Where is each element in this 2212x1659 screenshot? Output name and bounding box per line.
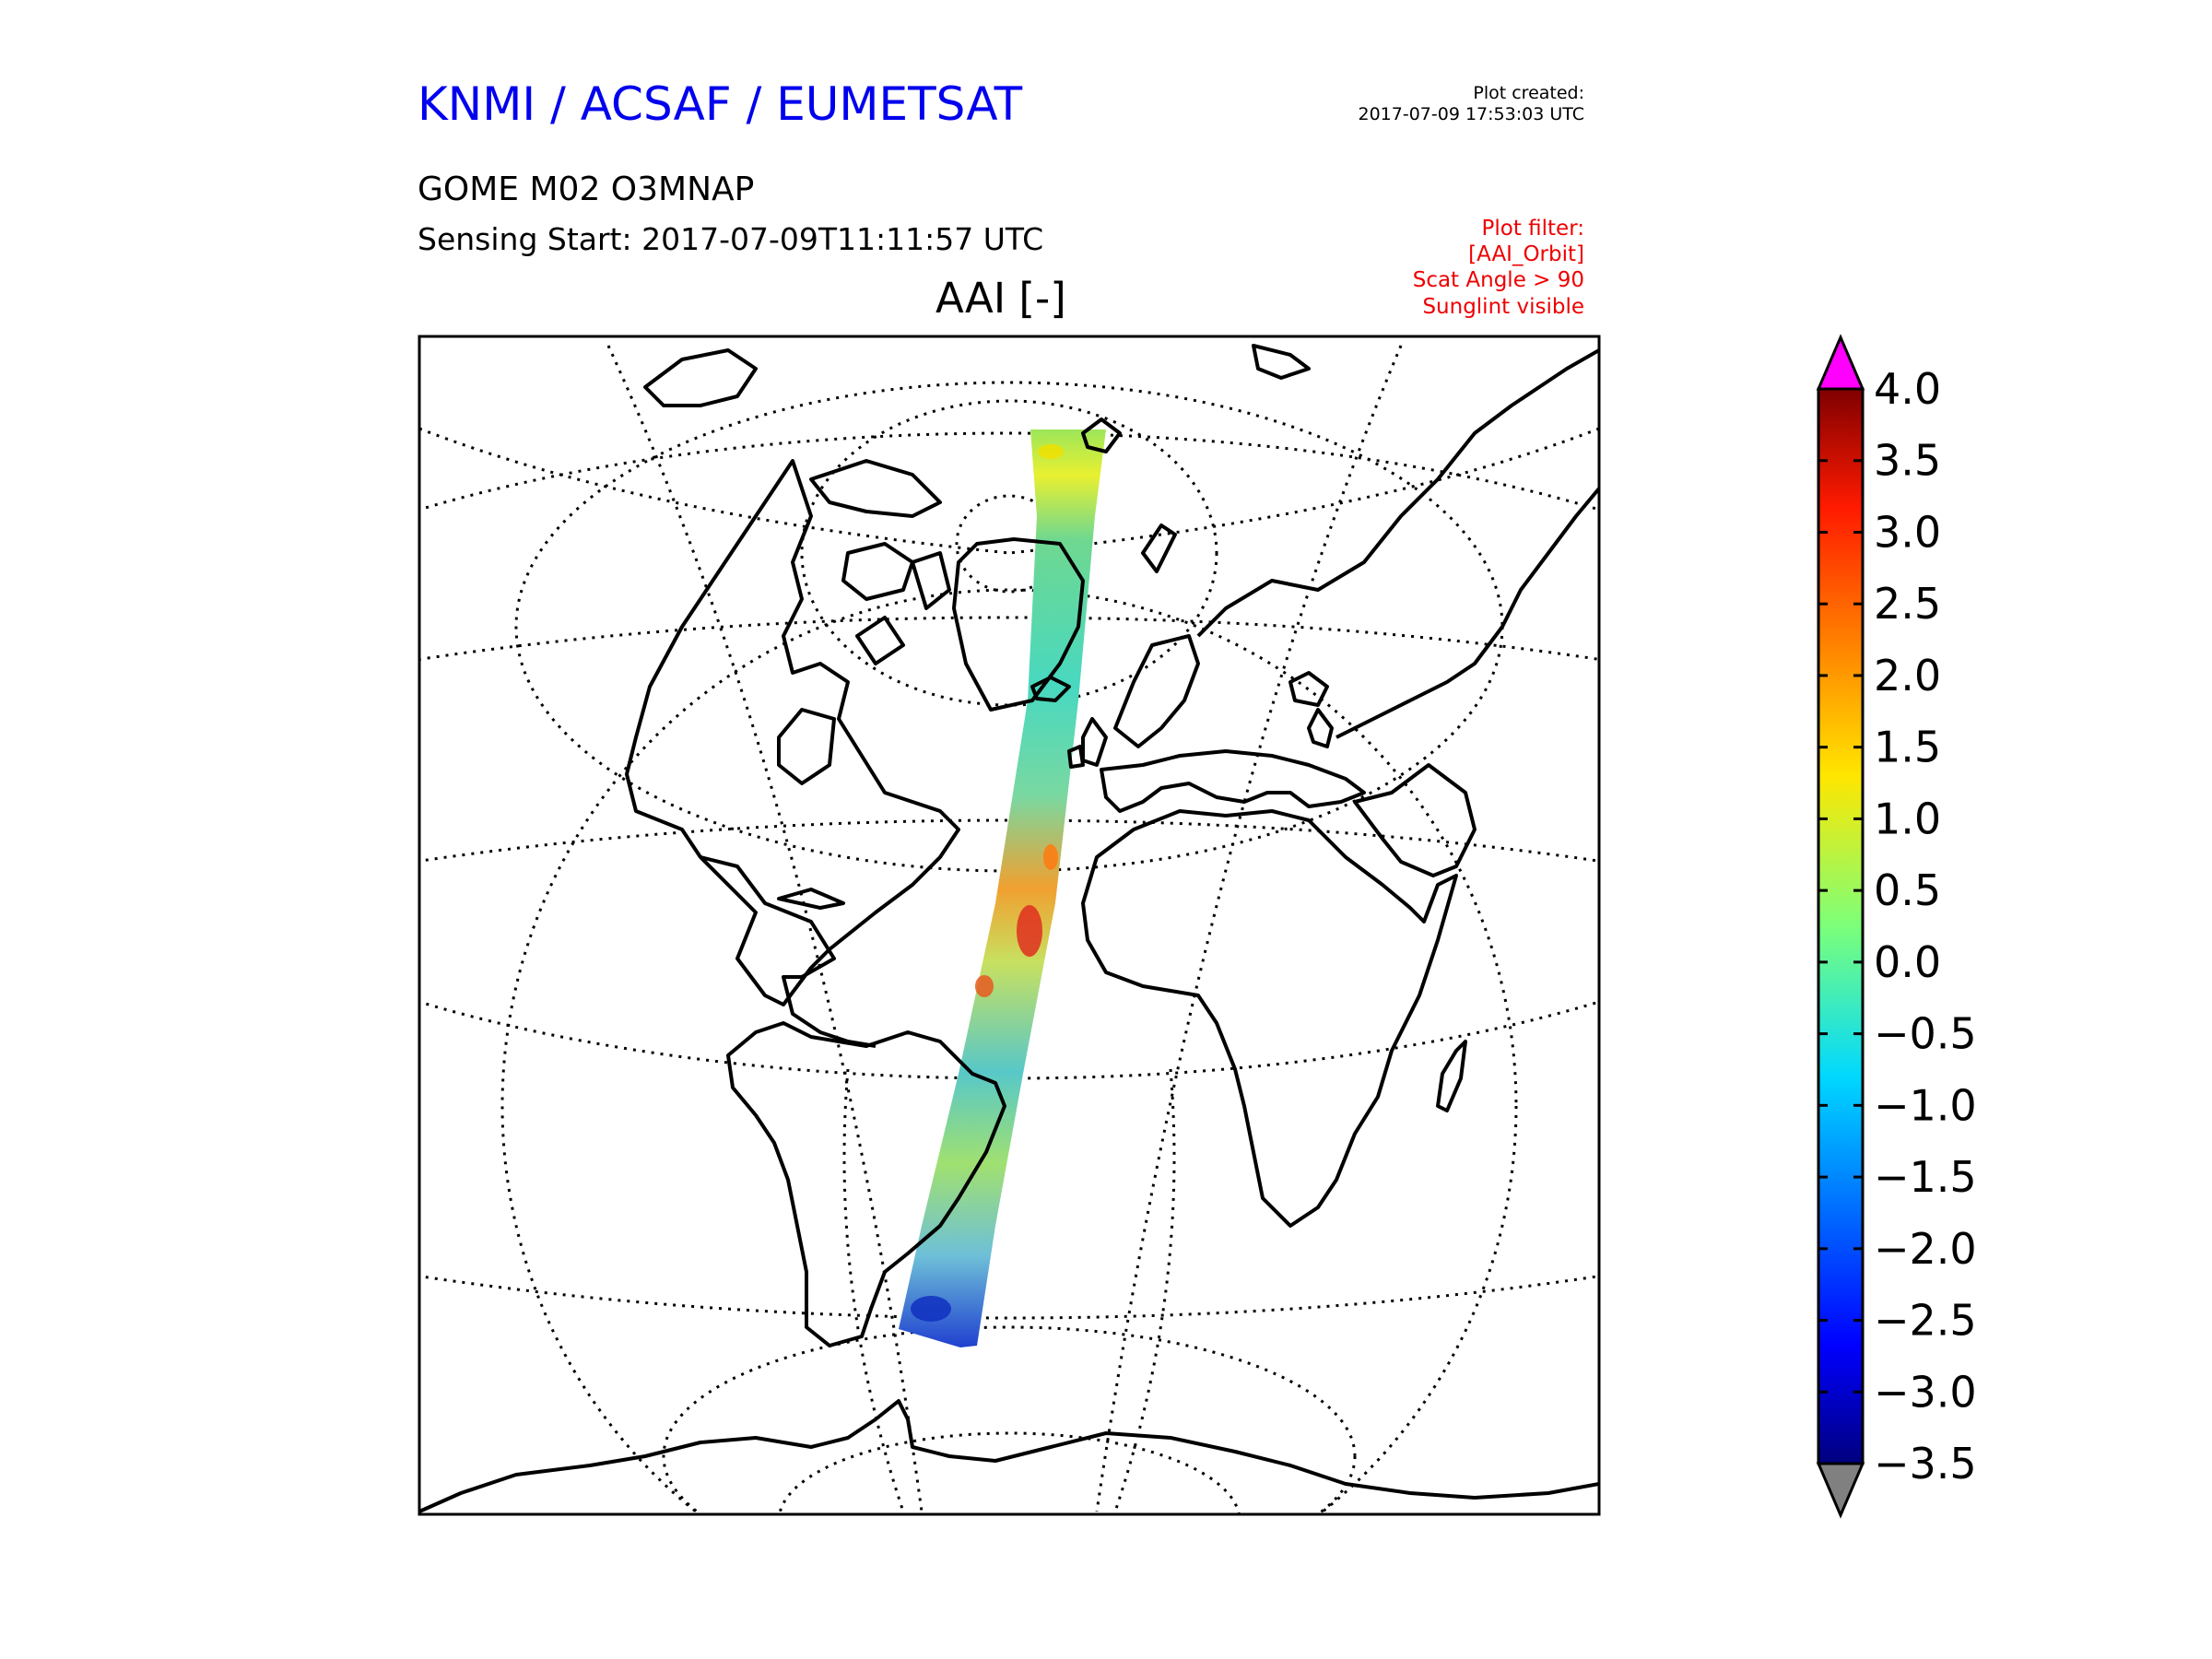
map-frame: [418, 335, 1601, 1516]
coastlines: [419, 344, 1599, 1513]
colorbar-tick-label: 2.0: [1874, 651, 1941, 700]
plot-filter-label: Plot filter:: [1481, 217, 1584, 241]
colorbar-tick-label: 0.0: [1874, 937, 1941, 987]
colorbar-tick-label: −3.0: [1874, 1367, 1977, 1417]
colorbar-tick-label: 1.5: [1874, 723, 1941, 772]
sensing-start: Sensing Start: 2017-07-09T11:11:57 UTC: [418, 221, 1044, 257]
colorbar-tick-label: −2.5: [1874, 1296, 1977, 1346]
colorbar-tick-label: 4.0: [1874, 364, 1941, 414]
aai-orbit-swath: [899, 429, 1106, 1347]
product-name: GOME M02 O3MNAP: [418, 171, 755, 208]
plot-created-label: Plot created:: [1473, 83, 1584, 103]
plot-filter-sunglint: Sunglint visible: [1422, 295, 1584, 319]
colorbar-extend-min: [1816, 1462, 1865, 1519]
colorbar-tick-label: 3.0: [1874, 507, 1941, 557]
plot-created-time: 2017-07-09 17:53:03 UTC: [1358, 104, 1585, 124]
plot-filter-scat-angle: Scat Angle > 90: [1412, 268, 1584, 292]
colorbar: 4.0 3.5 3.0 2.5 2.0 1.5 1.0 0.5 0.0 −0.5 −1.0 −1.5 −…: [1816, 334, 1977, 1519]
colorbar-tick-label: 2.5: [1874, 579, 1941, 629]
colorbar-tick-label: −0.5: [1874, 1009, 1977, 1059]
colorbar-tick-label: 1.0: [1874, 794, 1941, 843]
colorbar-gradient: [1817, 387, 1865, 1465]
colorbar-tick-label: −2.0: [1874, 1224, 1977, 1274]
colorbar-tick-label: 0.5: [1874, 865, 1941, 915]
map-panel: [418, 335, 1601, 1516]
variable-title: AAI [-]: [935, 274, 1066, 323]
org-title: KNMI / ACSAF / EUMETSAT: [418, 77, 1023, 131]
colorbar-tick-label: −1.0: [1874, 1080, 1977, 1130]
graticule: [419, 345, 1599, 1514]
plot-filter-orbit: [AAI_Orbit]: [1468, 242, 1584, 266]
aai-swath-hotspots: [911, 444, 1064, 1322]
colorbar-tick-label: −3.5: [1874, 1439, 1977, 1488]
colorbar-extend-max: [1816, 334, 1865, 391]
colorbar-tick-label: −1.5: [1874, 1152, 1977, 1202]
colorbar-tick-label: 3.5: [1874, 436, 1941, 486]
